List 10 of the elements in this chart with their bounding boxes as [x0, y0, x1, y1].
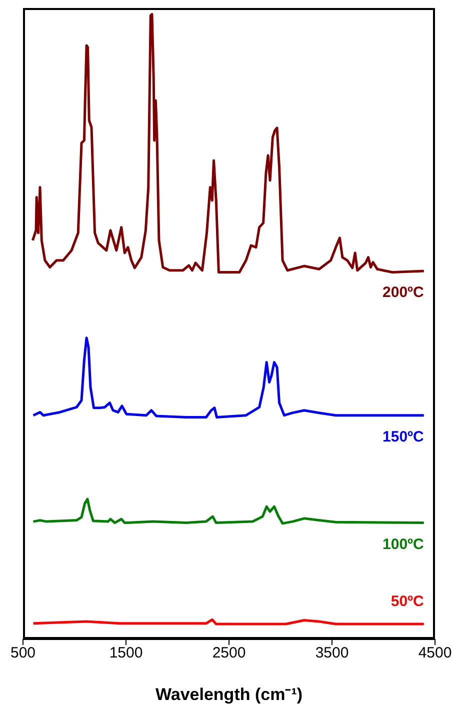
series-label: 200ºC [382, 284, 424, 302]
x-tick-label: 4500 [418, 644, 452, 662]
x-tick-label: 2500 [212, 644, 246, 662]
series-label: 150ºC [382, 428, 424, 446]
x-axis-title: Wavelength (cm⁻¹) [155, 685, 303, 704]
x-tick-label: 500 [10, 644, 36, 662]
series-label: 50ºC [390, 593, 424, 610]
x-tick-label: 1500 [109, 644, 143, 662]
series-label: 100ºC [382, 536, 424, 553]
x-tick-label: 3500 [315, 644, 349, 662]
